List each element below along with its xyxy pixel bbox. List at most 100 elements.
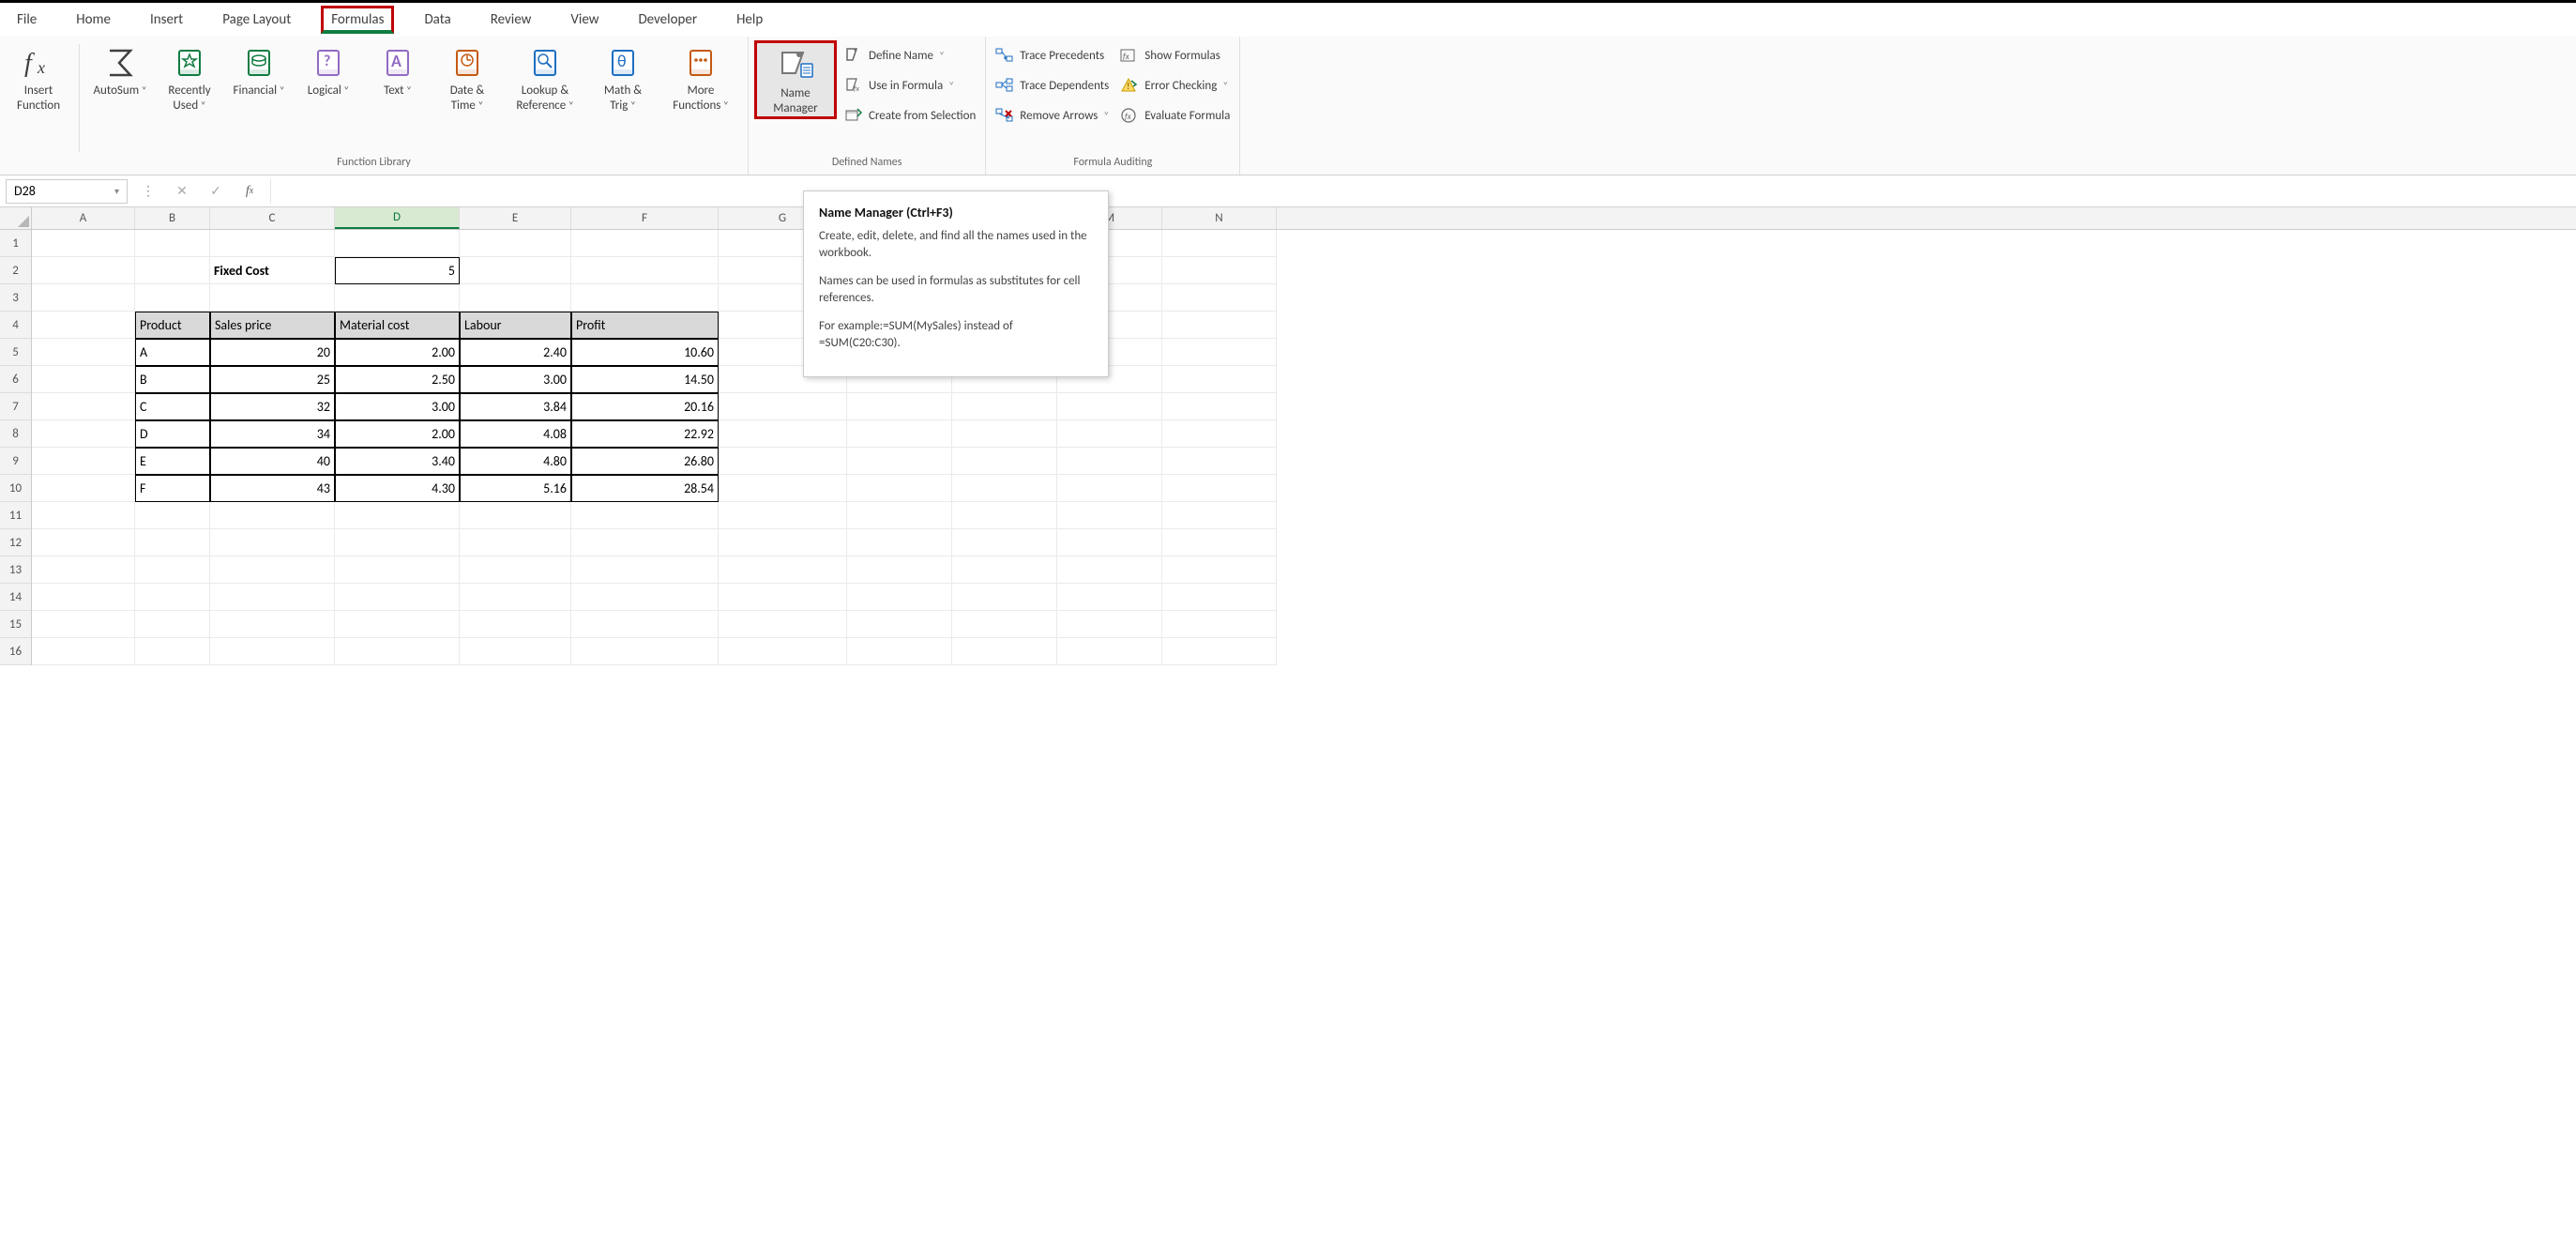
cell-C9[interactable]: 40 xyxy=(210,448,335,475)
cell-L16[interactable] xyxy=(952,638,1057,665)
cell-B3[interactable] xyxy=(135,284,210,312)
cell-L11[interactable] xyxy=(952,502,1057,529)
row-header-16[interactable]: 16 xyxy=(0,638,31,665)
tab-page-layout[interactable]: Page Layout xyxy=(213,6,300,34)
cell-L12[interactable] xyxy=(952,529,1057,556)
cell-M12[interactable] xyxy=(1057,529,1162,556)
cell-A8[interactable] xyxy=(32,420,135,448)
cell-N7[interactable] xyxy=(1162,393,1277,420)
cell-B2[interactable] xyxy=(135,257,210,284)
row-header-4[interactable]: 4 xyxy=(0,312,31,339)
name-box[interactable]: D28 ▾ xyxy=(6,179,128,204)
cell-F14[interactable] xyxy=(571,584,719,611)
cell-D10[interactable]: 4.30 xyxy=(335,475,460,502)
cell-B16[interactable] xyxy=(135,638,210,665)
cell-G7[interactable] xyxy=(719,393,847,420)
row-header-1[interactable]: 1 xyxy=(0,230,31,257)
insert-function-fx-icon[interactable]: fx xyxy=(236,179,263,204)
cell-B11[interactable] xyxy=(135,502,210,529)
cell-N9[interactable] xyxy=(1162,448,1277,475)
cell-B13[interactable] xyxy=(135,556,210,584)
col-header-D[interactable]: D xyxy=(335,207,460,229)
cell-D15[interactable] xyxy=(335,611,460,638)
name-manager-button[interactable]: Name Manager xyxy=(754,40,837,119)
cancel-icon[interactable]: ✕ xyxy=(169,179,195,204)
tab-home[interactable]: Home xyxy=(67,6,120,34)
cell-E15[interactable] xyxy=(460,611,571,638)
cell-D1[interactable] xyxy=(335,230,460,257)
cell-E5[interactable]: 2.40 xyxy=(460,339,571,366)
col-header-A[interactable]: A xyxy=(32,207,135,229)
cell-F13[interactable] xyxy=(571,556,719,584)
row-header-13[interactable]: 13 xyxy=(0,556,31,584)
cell-E10[interactable]: 5.16 xyxy=(460,475,571,502)
cell-F15[interactable] xyxy=(571,611,719,638)
row-header-5[interactable]: 5 xyxy=(0,339,31,366)
cell-N11[interactable] xyxy=(1162,502,1277,529)
cell-L10[interactable] xyxy=(952,475,1057,502)
define-name-button[interactable]: Define Name ˅ xyxy=(841,40,979,70)
cell-L9[interactable] xyxy=(952,448,1057,475)
cell-E8[interactable]: 4.08 xyxy=(460,420,571,448)
remove-arrows-button[interactable]: Remove Arrows ˅ xyxy=(992,100,1113,130)
cell-D9[interactable]: 3.40 xyxy=(335,448,460,475)
cell-G9[interactable] xyxy=(719,448,847,475)
create-from-selection-button[interactable]: Create from Selection xyxy=(841,100,979,130)
cell-E14[interactable] xyxy=(460,584,571,611)
cell-N3[interactable] xyxy=(1162,284,1277,312)
tab-data[interactable]: Data xyxy=(415,6,460,34)
tab-insert[interactable]: Insert xyxy=(141,6,192,34)
cell-C4[interactable]: Sales price xyxy=(210,312,335,339)
cell-G10[interactable] xyxy=(719,475,847,502)
col-header-N[interactable]: N xyxy=(1162,207,1277,229)
tab-view[interactable]: View xyxy=(561,6,608,34)
cell-A4[interactable] xyxy=(32,312,135,339)
row-headers[interactable]: 12345678910111213141516 xyxy=(0,230,32,665)
cell-F5[interactable]: 10.60 xyxy=(571,339,719,366)
cell-L15[interactable] xyxy=(952,611,1057,638)
cell-D14[interactable] xyxy=(335,584,460,611)
cell-N6[interactable] xyxy=(1162,366,1277,393)
cell-E3[interactable] xyxy=(460,284,571,312)
cell-E4[interactable]: Labour xyxy=(460,312,571,339)
row-header-10[interactable]: 10 xyxy=(0,475,31,502)
cell-K7[interactable] xyxy=(847,393,952,420)
cell-K16[interactable] xyxy=(847,638,952,665)
cell-E2[interactable] xyxy=(460,257,571,284)
cell-C14[interactable] xyxy=(210,584,335,611)
cell-D11[interactable] xyxy=(335,502,460,529)
tab-formulas[interactable]: Formulas xyxy=(321,6,394,34)
cell-D6[interactable]: 2.50 xyxy=(335,366,460,393)
cell-B7[interactable]: C xyxy=(135,393,210,420)
tab-help[interactable]: Help xyxy=(727,6,772,34)
cell-N2[interactable] xyxy=(1162,257,1277,284)
cell-K9[interactable] xyxy=(847,448,952,475)
formula-input[interactable] xyxy=(270,179,2570,204)
cell-C1[interactable] xyxy=(210,230,335,257)
cell-C10[interactable]: 43 xyxy=(210,475,335,502)
cell-F1[interactable] xyxy=(571,230,719,257)
cell-L13[interactable] xyxy=(952,556,1057,584)
cell-D16[interactable] xyxy=(335,638,460,665)
date-time-button[interactable]: Date & Time xyxy=(434,40,500,114)
cell-A15[interactable] xyxy=(32,611,135,638)
cell-M14[interactable] xyxy=(1057,584,1162,611)
cell-C16[interactable] xyxy=(210,638,335,665)
cell-B12[interactable] xyxy=(135,529,210,556)
row-header-11[interactable]: 11 xyxy=(0,502,31,529)
row-header-12[interactable]: 12 xyxy=(0,529,31,556)
cell-C5[interactable]: 20 xyxy=(210,339,335,366)
cell-D13[interactable] xyxy=(335,556,460,584)
cell-C2[interactable]: Fixed Cost xyxy=(210,257,335,284)
cell-A7[interactable] xyxy=(32,393,135,420)
cell-K15[interactable] xyxy=(847,611,952,638)
cell-N10[interactable] xyxy=(1162,475,1277,502)
more-functions-button[interactable]: More Functions xyxy=(659,40,742,114)
cell-G8[interactable] xyxy=(719,420,847,448)
cell-N12[interactable] xyxy=(1162,529,1277,556)
lookup-reference-button[interactable]: Lookup & Reference xyxy=(504,40,586,114)
cell-M10[interactable] xyxy=(1057,475,1162,502)
autosum-button[interactable]: AutoSum xyxy=(87,40,153,99)
cell-A12[interactable] xyxy=(32,529,135,556)
cell-G11[interactable] xyxy=(719,502,847,529)
